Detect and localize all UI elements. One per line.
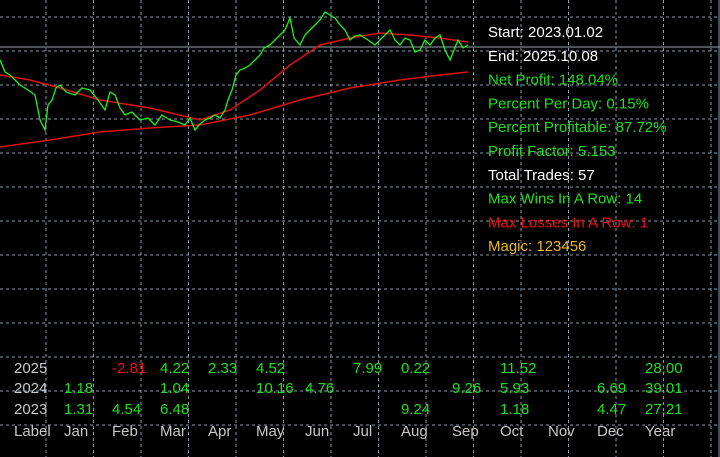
stat-line: Net Profit: 148.04%: [488, 72, 618, 89]
table-header: Year: [645, 423, 675, 440]
table-cell: 4.54: [112, 401, 141, 418]
table-header: Sep: [452, 423, 479, 440]
row-label: 2023: [14, 401, 47, 418]
table-cell: 9.24: [401, 401, 430, 418]
stat-line: Profit Factor: 5.153: [488, 143, 616, 160]
fast-moving-average: [0, 32, 469, 121]
table-header: Feb: [112, 423, 138, 440]
table-header: Aug: [401, 423, 428, 440]
stat-line: Start: 2023.01.02: [488, 24, 603, 41]
table-header: Oct: [500, 423, 524, 440]
equity-line: [0, 11, 469, 133]
table-cell: 5.93: [500, 380, 529, 397]
stat-line: Max Losses In A Row: 1: [488, 214, 648, 231]
table-cell: 1.18: [500, 401, 529, 418]
stat-line: Percent Profitable: 87.72%: [488, 119, 666, 136]
table-header: Mar: [160, 423, 186, 440]
table-header: May: [256, 423, 285, 440]
monthly-table: Label Jan Feb Mar Apr May Jun Jul Aug Sep Oct Nov De…: [14, 360, 683, 440]
table-cell: 9.26: [452, 380, 481, 397]
table-cell: 1.18: [64, 380, 93, 397]
stat-line: Max Wins In A Row: 14: [488, 191, 642, 208]
table-header: Jun: [305, 423, 329, 440]
table-cell: 0.22: [401, 360, 430, 377]
table-cell: 4.76: [305, 380, 334, 397]
stat-line: Percent Per Day: 0.15%: [488, 95, 649, 112]
table-header: Label: [14, 423, 51, 440]
table-cell: 1.31: [64, 401, 93, 418]
table-header: Nov: [548, 423, 575, 440]
row-label: 2024: [14, 380, 47, 397]
table-cell: -2.81: [112, 360, 146, 377]
row-label: 2025: [14, 360, 47, 377]
table-header: Apr: [208, 423, 231, 440]
table-cell: 2.33: [208, 360, 237, 377]
table-cell: 1.04: [160, 380, 189, 397]
table-cell: 4.22: [160, 360, 189, 377]
table-cell: 4.52: [256, 360, 285, 377]
slow-moving-average: [0, 71, 469, 148]
table-cell: 10.16: [256, 380, 294, 397]
table-header: Jul: [353, 423, 372, 440]
table-header: Dec: [597, 423, 624, 440]
table-cell: 6.69: [597, 380, 626, 397]
table-cell: 11.52: [500, 360, 536, 377]
stat-line: End: 2025.10.08: [488, 48, 598, 65]
table-cell: 4.47: [597, 401, 626, 418]
table-cell: 27.21: [645, 401, 683, 418]
table-cell: 28.00: [645, 360, 683, 377]
table-cell: 6.48: [160, 401, 189, 418]
table-cell: 7.99: [353, 360, 382, 377]
table-header: Jan: [64, 423, 88, 440]
stat-line: Magic: 123456: [488, 238, 586, 255]
stats-panel: Start: 2023.01.02 End: 2025.10.08 Net Prof…: [488, 24, 666, 255]
stat-line: Total Trades: 57: [488, 167, 595, 184]
table-cell: 39.01: [645, 380, 683, 397]
